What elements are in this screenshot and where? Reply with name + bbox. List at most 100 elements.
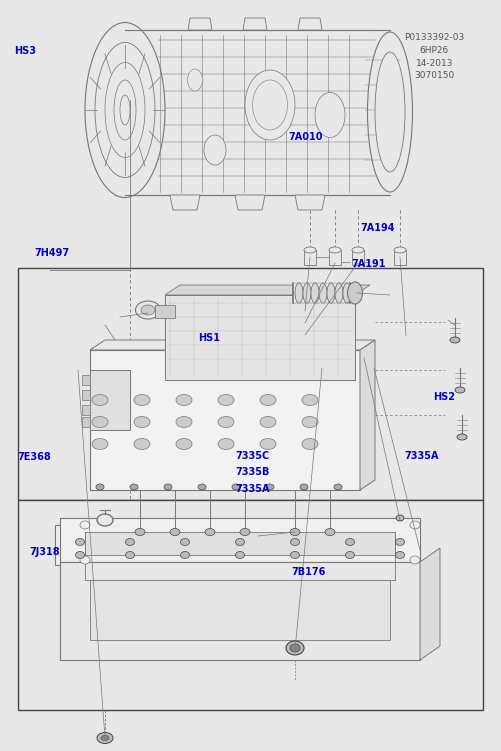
Polygon shape [90,370,130,430]
Ellipse shape [454,387,464,393]
Ellipse shape [342,283,350,303]
Ellipse shape [260,394,276,406]
Ellipse shape [235,538,244,545]
Ellipse shape [409,521,419,529]
Ellipse shape [92,417,108,427]
Ellipse shape [134,417,150,427]
Ellipse shape [266,484,274,490]
Polygon shape [82,375,90,385]
Text: 14-2013: 14-2013 [415,59,452,68]
Polygon shape [351,250,363,265]
Ellipse shape [300,484,308,490]
Ellipse shape [134,394,150,406]
Ellipse shape [180,551,189,559]
Ellipse shape [217,394,233,406]
Polygon shape [419,548,439,660]
Ellipse shape [409,556,419,564]
Ellipse shape [176,417,191,427]
Text: HS3: HS3 [14,46,36,56]
Ellipse shape [217,417,233,427]
Ellipse shape [125,538,134,545]
Text: HS1: HS1 [198,333,220,343]
Ellipse shape [395,551,404,559]
Polygon shape [242,18,267,30]
Polygon shape [60,562,419,660]
Ellipse shape [290,538,299,545]
Ellipse shape [393,247,405,253]
Ellipse shape [395,515,403,521]
Polygon shape [82,405,90,415]
Ellipse shape [295,283,303,303]
Ellipse shape [244,70,295,140]
Ellipse shape [85,23,165,198]
Ellipse shape [304,247,315,253]
Ellipse shape [125,551,134,559]
Polygon shape [293,283,349,303]
Bar [18,500,482,710]
Text: 7335B: 7335B [234,467,269,478]
Text: P0133392-03: P0133392-03 [403,33,463,42]
Polygon shape [90,340,374,350]
Ellipse shape [80,556,90,564]
Polygon shape [82,417,90,427]
Ellipse shape [101,735,109,740]
Ellipse shape [314,92,344,137]
Polygon shape [155,305,175,318]
Ellipse shape [367,32,412,192]
Polygon shape [298,18,321,30]
Ellipse shape [120,95,130,125]
Ellipse shape [96,484,104,490]
Polygon shape [90,350,359,490]
Ellipse shape [286,641,304,655]
Ellipse shape [187,69,202,91]
Ellipse shape [75,538,84,545]
Text: 7A010: 7A010 [288,132,323,143]
Ellipse shape [456,434,466,440]
Text: 7J318: 7J318 [29,547,60,557]
Ellipse shape [141,305,155,315]
Ellipse shape [180,538,189,545]
Text: 7335C: 7335C [234,451,269,461]
Ellipse shape [345,551,354,559]
Text: 7A191: 7A191 [351,259,385,270]
Ellipse shape [92,394,108,406]
Text: 7A194: 7A194 [360,222,394,233]
Ellipse shape [130,484,138,490]
Polygon shape [85,532,394,555]
Ellipse shape [302,439,317,450]
Ellipse shape [311,283,318,303]
Text: 7B176: 7B176 [291,567,325,578]
Polygon shape [82,390,90,400]
Polygon shape [393,250,405,265]
Polygon shape [234,195,265,210]
Bar [18,268,482,500]
Polygon shape [304,250,315,265]
Polygon shape [165,295,354,380]
Ellipse shape [97,732,113,743]
Ellipse shape [374,52,404,172]
Ellipse shape [170,529,180,535]
Ellipse shape [114,80,136,140]
Text: 3070150: 3070150 [413,71,453,80]
Text: 7335A: 7335A [403,451,438,461]
Ellipse shape [333,484,341,490]
Ellipse shape [318,283,326,303]
Ellipse shape [204,529,214,535]
Ellipse shape [135,529,145,535]
Polygon shape [60,518,419,562]
Ellipse shape [203,135,225,165]
Ellipse shape [176,394,191,406]
Ellipse shape [351,247,363,253]
Ellipse shape [334,283,342,303]
Ellipse shape [134,439,150,450]
Polygon shape [165,285,369,295]
Ellipse shape [290,529,300,535]
Ellipse shape [347,282,362,304]
Ellipse shape [80,521,90,529]
Ellipse shape [290,644,300,652]
Ellipse shape [105,62,145,158]
Ellipse shape [239,529,249,535]
Polygon shape [170,195,199,210]
Ellipse shape [75,551,84,559]
Ellipse shape [290,551,299,559]
